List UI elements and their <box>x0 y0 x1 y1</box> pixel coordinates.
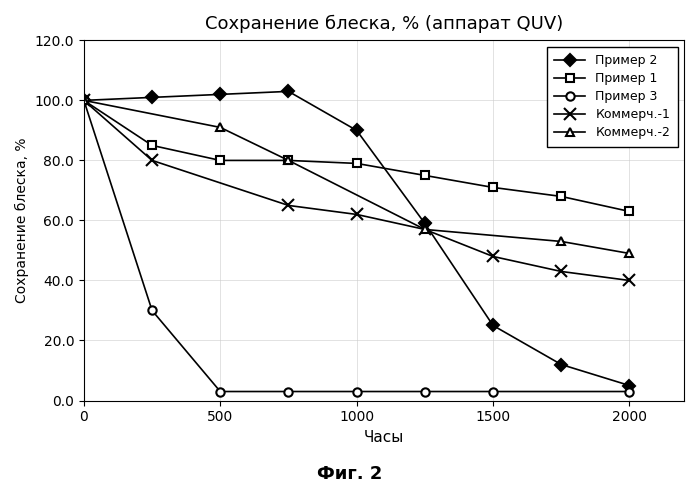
Коммерч.-1 <box>557 269 565 274</box>
Пример 1 <box>489 184 497 190</box>
Пример 2 <box>557 362 565 367</box>
Коммерч.-2 <box>80 97 88 103</box>
Пример 2 <box>284 89 293 94</box>
Line: Пример 3: Пример 3 <box>80 96 633 396</box>
Коммерч.-1 <box>284 202 293 208</box>
Коммерч.-1 <box>148 157 157 163</box>
Пример 1 <box>421 172 429 178</box>
X-axis label: Часы: Часы <box>363 430 404 445</box>
Пример 3 <box>216 389 224 394</box>
Line: Коммерч.-1: Коммерч.-1 <box>78 95 635 286</box>
Пример 2 <box>216 91 224 97</box>
Пример 2 <box>421 221 429 227</box>
Коммерч.-1 <box>80 97 88 103</box>
Коммерч.-2 <box>284 157 293 163</box>
Пример 3 <box>489 389 497 394</box>
Коммерч.-1 <box>352 212 361 217</box>
Пример 3 <box>352 389 361 394</box>
Title: Сохранение блеска, % (аппарат QUV): Сохранение блеска, % (аппарат QUV) <box>205 15 563 33</box>
Text: Фиг. 2: Фиг. 2 <box>317 465 382 483</box>
Пример 3 <box>80 97 88 103</box>
Y-axis label: Сохранение блеска, %: Сохранение блеска, % <box>15 137 29 303</box>
Пример 3 <box>148 307 157 313</box>
Коммерч.-1 <box>421 227 429 232</box>
Пример 1 <box>557 194 565 199</box>
Пример 1 <box>625 209 633 214</box>
Коммерч.-2 <box>421 227 429 232</box>
Пример 3 <box>421 389 429 394</box>
Line: Пример 2: Пример 2 <box>80 87 633 390</box>
Коммерч.-1 <box>625 277 633 283</box>
Пример 2 <box>80 97 88 103</box>
Коммерч.-2 <box>557 239 565 244</box>
Пример 1 <box>216 157 224 163</box>
Line: Пример 1: Пример 1 <box>80 96 633 215</box>
Коммерч.-2 <box>216 124 224 130</box>
Пример 2 <box>352 127 361 133</box>
Пример 2 <box>489 322 497 328</box>
Пример 1 <box>148 142 157 148</box>
Пример 2 <box>148 94 157 100</box>
Пример 3 <box>625 389 633 394</box>
Пример 1 <box>80 97 88 103</box>
Пример 2 <box>625 383 633 389</box>
Коммерч.-1 <box>489 254 497 259</box>
Пример 1 <box>284 157 293 163</box>
Legend: Пример 2, Пример 1, Пример 3, Коммерч.-1, Коммерч.-2: Пример 2, Пример 1, Пример 3, Коммерч.-1… <box>547 46 678 147</box>
Пример 3 <box>284 389 293 394</box>
Line: Коммерч.-2: Коммерч.-2 <box>80 96 633 257</box>
Коммерч.-2 <box>625 251 633 257</box>
Пример 1 <box>352 161 361 166</box>
